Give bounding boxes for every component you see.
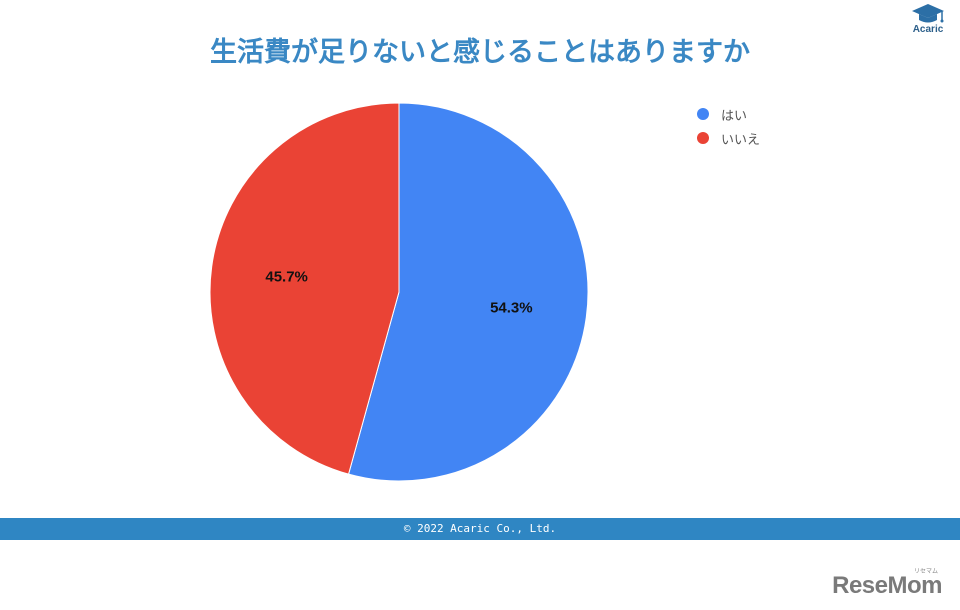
legend-label-no: いいえ (721, 132, 761, 148)
pie-slice-no (209, 102, 400, 475)
brand-name: Acaric (912, 24, 944, 35)
pie-label-yes: 54.3% (490, 299, 533, 316)
legend-item-yes: はい (697, 102, 760, 126)
copyright-text: © 2022 Acaric Co., Ltd. (403, 522, 557, 535)
chart-title: 生活費が足りないと感じることはありますか (210, 37, 750, 68)
legend-swatch-yes (697, 108, 709, 120)
watermark-subtext: リセマム (913, 568, 938, 575)
footer-bar: © 2022 Acaric Co., Ltd. (0, 518, 960, 540)
legend-label-yes: はい (721, 108, 748, 124)
chart-legend: はい いいえ (697, 102, 760, 150)
legend-item-no: いいえ (697, 126, 760, 150)
legend-swatch-no (697, 132, 709, 144)
pie-slice-yes (347, 102, 589, 482)
pie-label-no: 45.7% (265, 269, 308, 286)
resemom-watermark: ReseMom (832, 572, 942, 599)
graduation-cap-icon (912, 4, 944, 23)
acaric-logo: Acaric (900, 2, 956, 42)
